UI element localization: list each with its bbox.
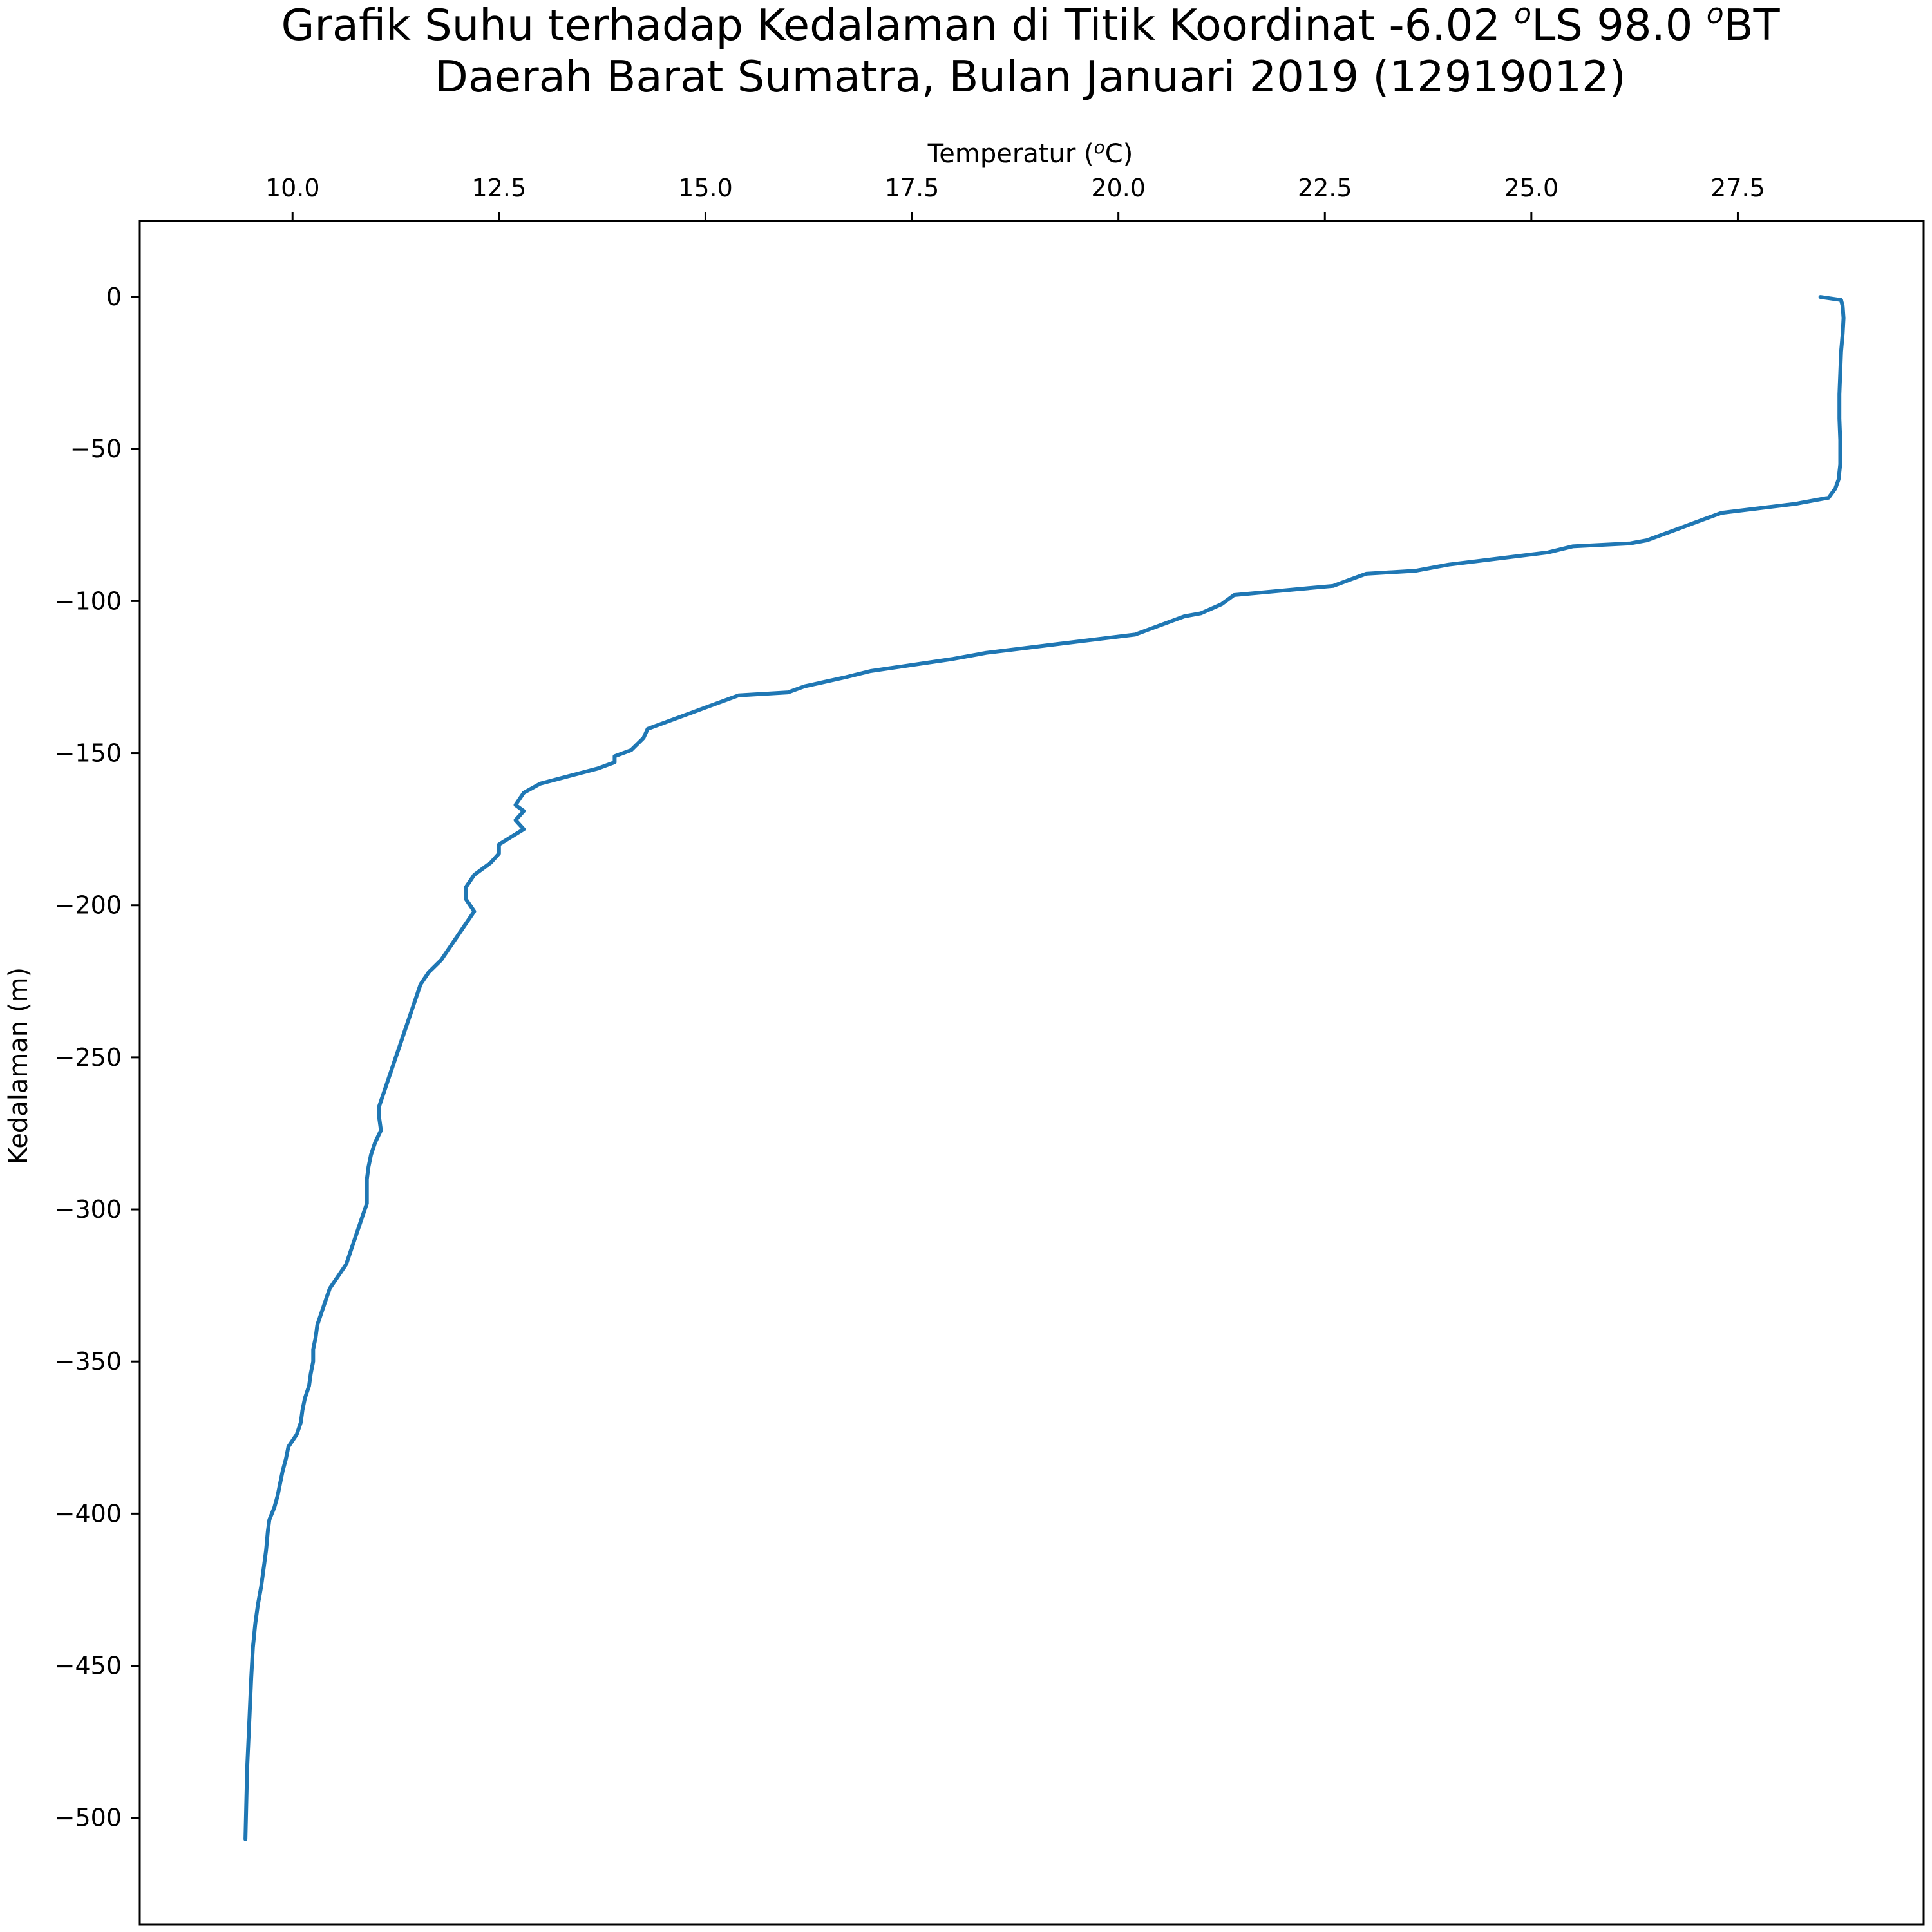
x-tick-label: 12.5 [472,174,527,202]
y-tick-label: −150 [55,739,122,768]
y-tick-label: −200 [55,891,122,920]
y-tick-label: −250 [55,1043,122,1072]
y-tick-label: −300 [55,1195,122,1224]
x-axis-label-part: Temperatur ( [927,139,1094,169]
y-axis-ticks: 0 −50 −100 −150 −200 −250 −300 −350 −400 −450 −500 [55,283,140,1832]
plot-series [243,295,1846,1841]
chart-title-line2: Daerah Barat Sumatra, Bulan Januari 2019… [435,52,1625,102]
x-tick-label: 25.0 [1504,174,1559,202]
x-tick-label: 15.0 [678,174,733,202]
x-axis-ticks: 10.0 12.5 15.0 17.5 20.0 22.5 25.0 27.5 [265,174,1765,221]
y-axis-label: Kedalaman (m) [4,967,33,1164]
y-tick-label: −400 [55,1499,122,1528]
x-tick-label: 22.5 [1298,174,1352,202]
y-tick-label: −100 [55,587,122,615]
x-tick-label: 17.5 [885,174,940,202]
x-axis-label-part: C) [1105,139,1133,169]
y-tick-label: −450 [55,1652,122,1680]
x-tick-label: 20.0 [1091,174,1146,202]
y-tick-label: 0 [106,283,122,311]
chart-title-superscript: o [1514,0,1531,30]
chart-title-part: Grafik Suhu terhadap Kedalaman di Titik … [281,0,1514,50]
x-tick-label: 27.5 [1710,174,1765,202]
chart-title-part: LS 98.0 [1531,0,1707,50]
x-tick-label: 10.0 [265,174,320,202]
chart-title-line1: Grafik Suhu terhadap Kedalaman di Titik … [281,0,1780,50]
chart-title-part: BT [1724,0,1781,50]
x-axis-label: Temperatur (oC) [927,137,1133,169]
y-tick-label: −50 [70,435,122,463]
plot-frame [138,220,1925,1926]
chart-title-superscript: o [1707,0,1724,30]
y-tick-label: −500 [55,1804,122,1832]
x-axis-label-superscript: o [1094,137,1105,158]
y-tick-label: −350 [55,1347,122,1376]
temperature-depth-line [243,295,1846,1841]
